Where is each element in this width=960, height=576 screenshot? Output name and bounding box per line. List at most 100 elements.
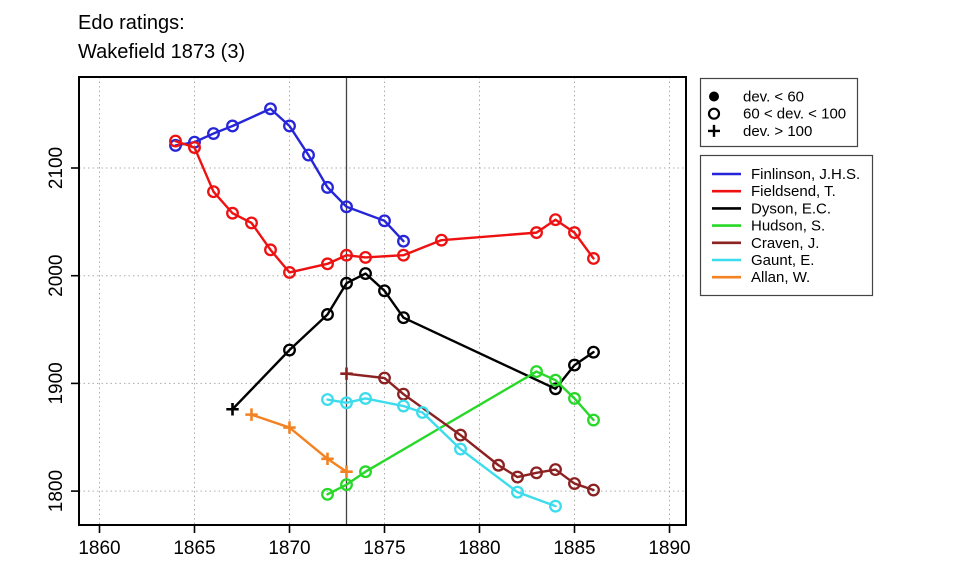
- y-tick-label: 2000: [46, 255, 67, 297]
- open-circle-marker: [359, 267, 372, 280]
- legend-player-name: Dyson, E.C.: [751, 200, 831, 217]
- plus-icon: [708, 124, 720, 137]
- open-circle-marker: [549, 373, 562, 387]
- open-circle-marker: [587, 252, 600, 265]
- open-circle-marker: [568, 226, 581, 240]
- x-tick-label: 1885: [553, 538, 595, 559]
- series-line: [174, 107, 405, 243]
- series-craven: [340, 367, 600, 497]
- open-circle-marker: [587, 483, 600, 497]
- y-tick-label: 2100: [46, 147, 67, 189]
- x-tick-label: 1875: [363, 538, 405, 559]
- open-circle-marker: [340, 200, 353, 214]
- open-circle-marker: [207, 127, 220, 140]
- open-circle-marker: [435, 233, 448, 247]
- plot-area: 1860 1865 1870 1875 1880 1885 1890 1800 1900 2000…: [46, 76, 691, 559]
- open-circle-marker: [340, 478, 353, 492]
- chart-title-line1: Edo ratings:: [78, 12, 185, 34]
- plus-marker: [245, 408, 258, 421]
- open-circle-marker: [511, 485, 524, 499]
- open-circle-marker: [283, 119, 296, 133]
- legend-player-name: Hudson, S.: [751, 218, 825, 235]
- x-tick-label: 1865: [173, 538, 215, 559]
- players-legend: Finlinson, J.H.S.Fieldsend, T.Dyson, E.C…: [699, 154, 874, 297]
- open-circle-marker: [549, 463, 562, 477]
- deviation-legend-label: dev. < 60: [743, 89, 804, 106]
- open-circle-marker: [454, 428, 467, 442]
- open-circle-marker: [568, 477, 581, 491]
- x-tick-label: 1860: [78, 538, 120, 559]
- open-circle-icon: [707, 107, 721, 120]
- legend-player-name: Allan, W.: [751, 269, 810, 286]
- open-circle-marker: [511, 470, 524, 484]
- plus-marker: [283, 421, 296, 434]
- series-fieldsend: [169, 134, 600, 279]
- open-circle-marker: [264, 102, 277, 116]
- open-circle-marker: [397, 387, 410, 401]
- open-circle-marker: [378, 284, 391, 298]
- open-circle-marker: [359, 392, 372, 405]
- deviation-legend-box: [699, 77, 859, 148]
- open-circle-marker: [264, 243, 277, 257]
- open-circle-marker: [530, 466, 543, 480]
- open-circle-marker: [568, 392, 581, 405]
- plus-marker: [226, 403, 239, 416]
- open-circle-marker: [302, 148, 315, 162]
- open-circle-marker: [549, 499, 562, 513]
- open-circle-marker: [169, 134, 182, 148]
- open-circle-marker: [340, 248, 353, 262]
- open-circle-marker: [321, 257, 334, 271]
- series-allan: [245, 408, 353, 478]
- open-circle-marker: [340, 276, 353, 290]
- open-circle-marker: [321, 487, 334, 501]
- filled-circle-icon: [709, 91, 719, 102]
- open-circle-marker: [378, 214, 391, 228]
- open-circle-marker: [416, 406, 429, 419]
- legend-player-name: Fieldsend, T.: [751, 183, 836, 200]
- open-circle-marker: [568, 358, 581, 372]
- plus-marker: [321, 452, 334, 465]
- open-circle-marker: [378, 371, 391, 385]
- x-tick-label: 1880: [458, 538, 500, 559]
- x-tick-label: 1870: [268, 538, 310, 559]
- open-circle-marker: [321, 308, 334, 321]
- open-circle-marker: [587, 345, 600, 359]
- series-line: [174, 139, 595, 274]
- series-line: [326, 370, 595, 496]
- x-tick-label: 1890: [648, 538, 690, 559]
- open-circle-marker: [359, 250, 372, 264]
- open-circle-marker: [321, 180, 334, 194]
- plus-marker: [340, 465, 353, 478]
- open-circle-marker: [397, 234, 410, 248]
- open-circle-marker: [530, 365, 543, 379]
- open-circle-marker: [397, 399, 410, 413]
- open-circle-marker: [226, 119, 239, 133]
- y-tick-label: 1900: [46, 362, 67, 404]
- open-circle-marker: [226, 206, 239, 220]
- open-circle-marker: [549, 382, 562, 396]
- series-dyson: [226, 267, 600, 416]
- open-circle-marker: [397, 311, 410, 325]
- open-circle-marker: [549, 213, 562, 227]
- series-gaunt: [321, 392, 562, 513]
- plus-marker: [340, 367, 353, 380]
- series-line: [326, 397, 557, 508]
- open-circle-marker: [340, 396, 353, 410]
- open-circle-marker: [587, 413, 600, 427]
- open-circle-marker: [188, 141, 201, 154]
- open-circle-marker: [397, 248, 410, 262]
- open-circle-marker: [321, 393, 334, 407]
- deviation-legend-label: dev. > 100: [743, 123, 812, 140]
- open-circle-marker: [530, 226, 543, 240]
- deviation-legend-label: 60 < dev. < 100: [743, 106, 846, 123]
- y-tick-label: 1800: [46, 470, 67, 512]
- open-circle-marker: [283, 266, 296, 279]
- players-legend-box: [699, 154, 874, 297]
- series-finlinson: [169, 102, 410, 248]
- legend-player-name: Craven, J.: [751, 235, 819, 252]
- open-circle-marker: [207, 185, 220, 199]
- legend-player-name: Gaunt, E.: [751, 252, 814, 269]
- open-circle-marker: [492, 458, 505, 472]
